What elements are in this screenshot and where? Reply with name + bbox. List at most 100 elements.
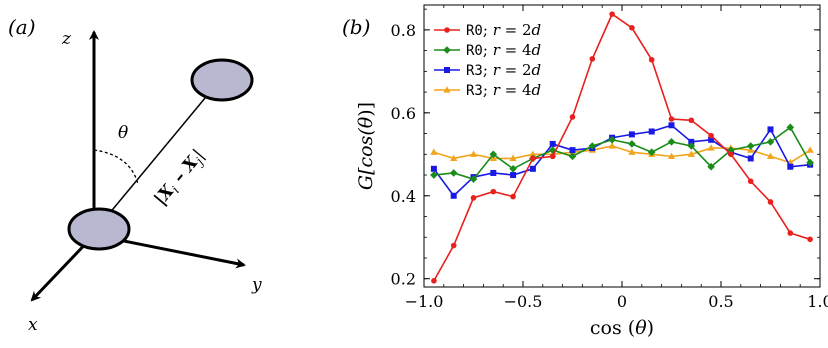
data-point bbox=[668, 116, 675, 122]
panel-a-label: (a) bbox=[8, 15, 36, 39]
data-point bbox=[747, 155, 754, 162]
data-point bbox=[469, 150, 478, 157]
data-point bbox=[431, 277, 437, 284]
x-tick-label: −1.0 bbox=[405, 292, 444, 311]
data-point bbox=[608, 142, 616, 149]
series-line bbox=[433, 145, 811, 164]
legend-entry: R0; r = 2d bbox=[434, 21, 541, 39]
axis-ticks: −1.0 −0.5 0 0.5 1.0 0.2 0.4 0.6 0.8 bbox=[391, 5, 828, 311]
data-point bbox=[786, 123, 795, 132]
legend-swatch-marker bbox=[443, 86, 451, 93]
legend: R0; r = 2d R0; r = 4d R3; r = 2d R3; r = 4d bbox=[434, 21, 541, 99]
panel-b-label: (b) bbox=[342, 15, 370, 39]
data-point bbox=[549, 140, 556, 147]
particle-j bbox=[190, 58, 254, 102]
panel-a-diagram: (a) z y x θ |Xi – Xj| bbox=[8, 15, 262, 335]
data-point bbox=[688, 117, 695, 124]
angle-label: θ bbox=[118, 123, 128, 143]
data-point bbox=[509, 165, 517, 173]
data-point bbox=[568, 152, 577, 161]
data-point bbox=[430, 148, 438, 155]
x-axis-label: x bbox=[28, 315, 38, 335]
data-point bbox=[569, 114, 576, 120]
data-point bbox=[449, 169, 458, 177]
x-tick-label: −0.5 bbox=[504, 292, 543, 311]
data-point bbox=[490, 188, 497, 195]
y-axis-title: G[cos(θ)] bbox=[355, 102, 377, 190]
x-tick-label: 0.5 bbox=[708, 292, 733, 311]
separation-vector-label: |Xi – Xj| bbox=[151, 146, 210, 211]
data-point bbox=[450, 242, 457, 249]
legend-entry: R0; r = 4d bbox=[434, 41, 541, 59]
series-line bbox=[433, 12, 811, 282]
data-point bbox=[647, 148, 656, 157]
data-point bbox=[549, 153, 556, 160]
data-point bbox=[807, 236, 813, 243]
y-axis-label: y bbox=[251, 275, 262, 295]
data-point bbox=[588, 142, 597, 150]
data-point bbox=[787, 230, 794, 236]
data-point bbox=[688, 138, 695, 145]
data-point bbox=[766, 152, 775, 159]
x-tick-label: 0 bbox=[617, 292, 627, 311]
z-axis-label: z bbox=[61, 29, 72, 49]
data-point bbox=[667, 138, 676, 146]
data-point bbox=[687, 142, 696, 150]
data-point bbox=[707, 162, 715, 171]
series-2 bbox=[430, 122, 814, 199]
legend-swatch-marker bbox=[443, 46, 451, 54]
data-point bbox=[806, 146, 814, 153]
data-point bbox=[529, 150, 537, 157]
data-point bbox=[707, 144, 715, 151]
separation-line bbox=[93, 79, 221, 233]
data-point bbox=[510, 193, 516, 200]
data-point bbox=[787, 163, 794, 170]
data-point bbox=[450, 192, 457, 199]
data-point bbox=[668, 122, 675, 129]
data-point bbox=[608, 135, 616, 144]
legend-entry: R3; r = 2d bbox=[434, 61, 541, 79]
particle-i bbox=[67, 207, 131, 251]
data-point bbox=[470, 195, 477, 201]
data-point bbox=[767, 126, 774, 133]
series-0 bbox=[431, 11, 813, 284]
data-point bbox=[708, 136, 715, 143]
data-point bbox=[469, 175, 478, 183]
data-point bbox=[529, 165, 536, 172]
x-tick-label: 1.0 bbox=[807, 292, 828, 311]
x-axis-title: cos (θ) bbox=[590, 317, 654, 339]
data-point bbox=[628, 131, 635, 138]
legend-label: R3; r = 2d bbox=[466, 61, 541, 79]
data-point bbox=[629, 25, 635, 31]
series-1 bbox=[430, 123, 814, 183]
legend-swatch-marker bbox=[444, 67, 450, 73]
data-point bbox=[489, 150, 498, 159]
data-point bbox=[648, 56, 655, 63]
data-point bbox=[510, 172, 517, 179]
angle-arc bbox=[93, 149, 139, 185]
data-point bbox=[746, 142, 755, 150]
data-point bbox=[569, 147, 576, 154]
legend-label: R0; r = 2d bbox=[466, 21, 541, 39]
data-point bbox=[430, 165, 437, 172]
y-tick-label: 0.2 bbox=[391, 270, 416, 289]
data-point bbox=[490, 169, 497, 176]
data-point bbox=[450, 154, 458, 162]
series-line bbox=[433, 124, 811, 197]
series-line bbox=[433, 126, 811, 181]
data-point bbox=[708, 132, 714, 139]
y-tick-label: 0.8 bbox=[391, 21, 416, 40]
data-point bbox=[648, 128, 655, 135]
legend-entry: R3; r = 4d bbox=[434, 81, 541, 99]
y-tick-label: 0.4 bbox=[391, 187, 416, 206]
legend-swatch-marker bbox=[444, 27, 450, 33]
legend-label: R3; r = 4d bbox=[466, 81, 541, 99]
data-point bbox=[628, 140, 636, 148]
panel-b-chart: (b) −1.0 −0.5 0 0.5 1.0 0.2 0.4 0.6 0.8 R0; r = … bbox=[342, 4, 828, 339]
data-point bbox=[687, 150, 695, 157]
data-point bbox=[747, 178, 754, 185]
data-point bbox=[766, 138, 775, 146]
data-point bbox=[530, 155, 536, 162]
y-tick-label: 0.6 bbox=[391, 104, 416, 123]
